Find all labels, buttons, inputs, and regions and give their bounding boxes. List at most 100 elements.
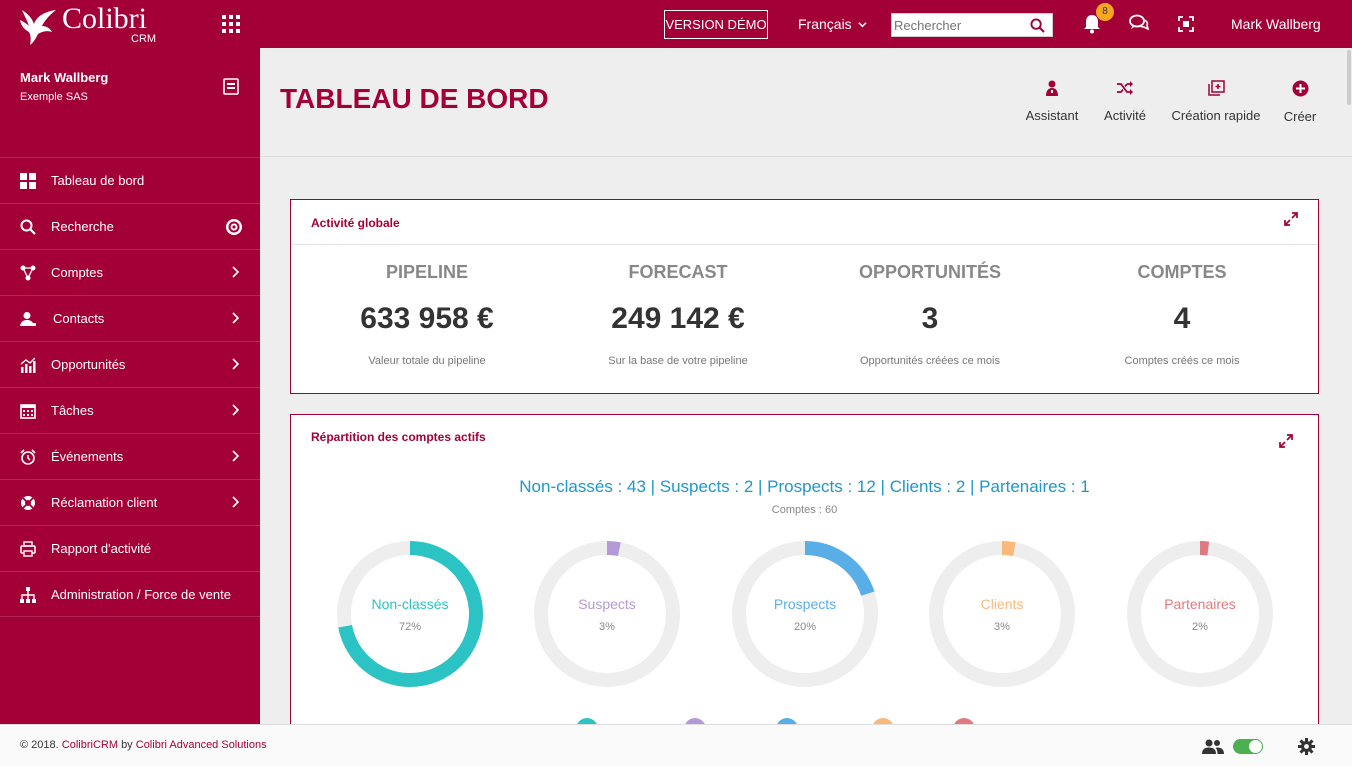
donut-track — [534, 541, 680, 687]
activity-button[interactable]: Activité — [1100, 80, 1150, 123]
donut-partenaires[interactable]: Partenaires 2% — [1125, 539, 1275, 689]
user-profile: Mark Wallberg Exemple SAS — [0, 48, 260, 157]
sidebar-item-taches[interactable]: Tâches — [0, 387, 260, 433]
create-button[interactable]: Créer — [1282, 80, 1318, 124]
bell-icon[interactable] — [1083, 14, 1101, 34]
brand-logo[interactable]: Colibri CRM — [16, 2, 176, 46]
donut-arc — [337, 541, 483, 687]
copyright: © 2018. ColibriCRM by Colibri Advanced S… — [20, 739, 267, 751]
brand-subtitle: CRM — [131, 33, 157, 45]
kpi-label: FORECAST — [628, 262, 728, 282]
sidebar-item-recherche[interactable]: Recherche — [0, 203, 260, 249]
donut-label: Partenaires — [1164, 596, 1236, 612]
fullscreen-icon[interactable] — [1178, 16, 1194, 32]
donut-arc — [1127, 541, 1273, 687]
demo-version-button[interactable]: VERSION DÉMO — [664, 10, 768, 39]
sidebar-item-opportunites[interactable]: Opportunités — [0, 341, 260, 387]
copyright-text: © 2018. — [20, 739, 59, 751]
distribution-summary: Non-classés : 43 | Suspects : 2 | Prospe… — [519, 477, 1090, 496]
panel-divider — [291, 244, 1318, 245]
company-link[interactable]: Colibri Advanced Solutions — [135, 739, 267, 751]
sidebar-item-label: Contacts — [53, 311, 105, 326]
expand-icon[interactable] — [1279, 434, 1293, 448]
donut-percent: 72% — [398, 621, 422, 633]
product-link[interactable]: ColibriCRM — [61, 739, 118, 751]
sitemap-icon — [20, 587, 36, 603]
sidebar-item-comptes[interactable]: Comptes — [0, 249, 260, 295]
page-scrollbar[interactable] — [1347, 50, 1351, 105]
kpi-accounts: COMPTES 4 Comptes créés ce mois — [1062, 262, 1302, 367]
donut-track — [1127, 541, 1273, 687]
assistant-button[interactable]: Assistant — [1024, 80, 1080, 123]
kpi-value: 633 958 € — [360, 302, 494, 335]
sidebar-menu: Tableau de bord Recherche Comptes Contac… — [0, 157, 260, 617]
search-input[interactable] — [894, 16, 1024, 34]
printer-icon — [20, 541, 36, 557]
assistant-icon — [1046, 80, 1058, 96]
panel-title: Répartition des comptes actifs — [311, 430, 486, 444]
quick-create-button[interactable]: Création rapide — [1170, 80, 1262, 123]
chat-icon[interactable] — [1129, 14, 1149, 32]
kpi-forecast: FORECAST 249 142 € Sur la base de votre … — [558, 262, 798, 367]
calendar-icon — [20, 404, 36, 419]
donut-track — [929, 541, 1075, 687]
sidebar-item-label: Rapport d'activité — [51, 541, 152, 556]
lifebuoy-icon — [21, 496, 35, 510]
donut-percent: 3% — [599, 621, 615, 633]
page-header: TABLEAU DE BORD Assistant Activité Créat… — [260, 48, 1352, 157]
sidebar-item-rapport-activite[interactable]: Rapport d'activité — [0, 525, 260, 571]
sidebar-item-evenements[interactable]: Événements — [0, 433, 260, 479]
donut-arc — [534, 541, 680, 687]
donut-non-classes[interactable]: Non-classés 72% — [335, 539, 485, 689]
users-icon[interactable] — [1202, 739, 1224, 755]
target-icon[interactable] — [225, 218, 243, 236]
page-title: TABLEAU DE BORD — [280, 83, 549, 114]
apps-grid-icon[interactable] — [222, 15, 240, 33]
kpi-value: 249 142 € — [611, 302, 745, 335]
contact-card-icon[interactable] — [223, 78, 239, 95]
sidebar-item-label: Administration / Force de vente — [51, 587, 231, 602]
status-toggle[interactable] — [1233, 739, 1263, 754]
account-distribution-panel: Répartition des comptes actifs Non-class… — [290, 414, 1319, 744]
kpi-value: 3 — [921, 302, 939, 335]
quick-create-icon — [1207, 80, 1225, 96]
hummingbird-icon — [20, 10, 56, 45]
sidebar-item-label: Tâches — [51, 403, 94, 418]
profile-name: Mark Wallberg — [20, 70, 109, 85]
sidebar-item-label: Opportunités — [51, 357, 126, 372]
create-label: Créer — [1283, 109, 1317, 124]
quick-create-label: Création rapide — [1171, 108, 1261, 123]
donut-percent: 2% — [1192, 621, 1208, 633]
kpi-opportunities: OPPORTUNITÉS 3 Opportunités créées ce mo… — [810, 262, 1050, 367]
plus-circle-icon — [1292, 80, 1308, 97]
kpi-value: 4 — [1173, 302, 1191, 335]
donut-percent: 20% — [793, 621, 817, 633]
panel-title: Activité globale — [311, 216, 400, 230]
notification-badge: 8 — [1096, 3, 1114, 21]
sidebar-item-tableau-de-bord[interactable]: Tableau de bord — [0, 157, 260, 203]
sidebar-item-administration[interactable]: Administration / Force de vente — [0, 571, 260, 617]
search-icon — [20, 219, 36, 235]
donut-prospects[interactable]: Prospects 20% — [730, 539, 880, 689]
donut-clients[interactable]: Clients 3% — [927, 539, 1077, 689]
search-box — [891, 13, 1053, 37]
donut-arc — [929, 541, 1075, 687]
sidebar-item-label: Réclamation client — [51, 495, 158, 510]
sidebar-item-label: Événements — [51, 449, 124, 464]
chevron-right-icon — [232, 266, 239, 278]
sidebar-item-reclamation-client[interactable]: Réclamation client — [0, 479, 260, 525]
gear-icon[interactable] — [1298, 738, 1315, 755]
donut-arc — [732, 541, 878, 687]
chevron-right-icon — [232, 496, 239, 508]
search-icon[interactable] — [1030, 18, 1045, 33]
user-menu[interactable]: Mark Wallberg — [1231, 16, 1321, 32]
sidebar-item-contacts[interactable]: Contacts — [0, 295, 260, 341]
sidebar-item-label: Tableau de bord — [51, 173, 145, 188]
donut-label: Non-classés — [371, 596, 449, 612]
donut-label: Suspects — [578, 596, 636, 612]
kpi-description: Sur la base de votre pipeline — [608, 355, 748, 367]
kpi-label: OPPORTUNITÉS — [858, 262, 1001, 282]
expand-icon[interactable] — [1284, 212, 1298, 226]
language-selector[interactable]: Français — [798, 16, 867, 32]
donut-suspects[interactable]: Suspects 3% — [532, 539, 682, 689]
